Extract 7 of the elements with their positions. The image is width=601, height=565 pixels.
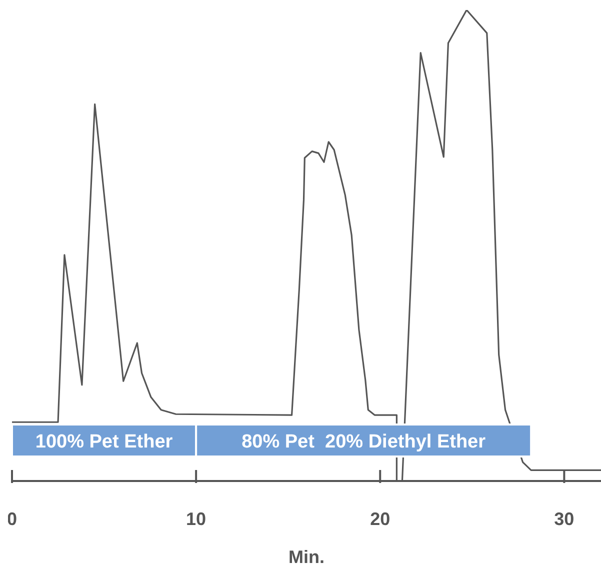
- x-tick-label: 0: [6, 509, 18, 529]
- x-tick-label: 10: [186, 509, 206, 529]
- band-label: 100% Pet Ether: [35, 431, 174, 452]
- x-tick-label: 30: [554, 509, 574, 529]
- band-label: 80% Pet 20% Diethyl Ether: [242, 431, 486, 452]
- x-tick-label: 20: [370, 509, 390, 529]
- x-axis-title: Min.: [288, 547, 324, 565]
